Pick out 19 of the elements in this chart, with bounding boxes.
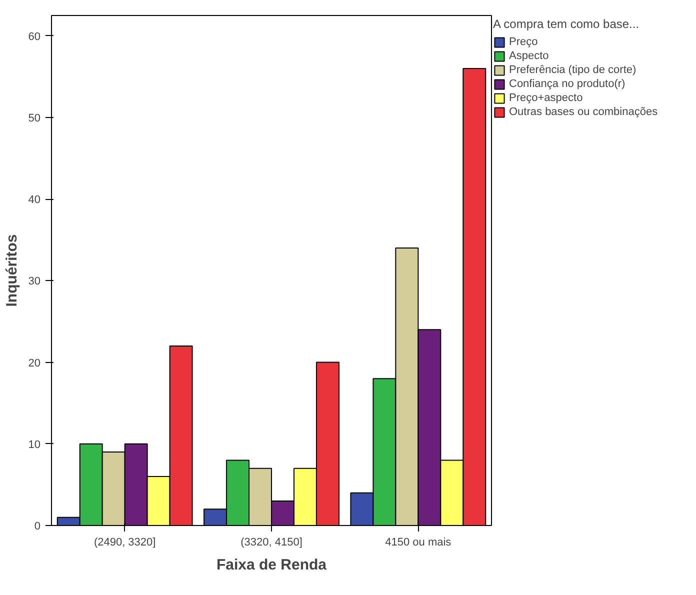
y-tick-label: 50 bbox=[28, 112, 41, 124]
legend-label: Aspecto bbox=[509, 50, 549, 62]
y-tick-label: 10 bbox=[28, 438, 41, 451]
legend-label: Preço bbox=[509, 36, 538, 48]
legend-title: A compra tem como base... bbox=[493, 17, 640, 31]
legend-label: Preço+aspecto bbox=[509, 92, 583, 104]
y-tick-label: 40 bbox=[28, 194, 41, 206]
legend-label: Confiança no produto(r) bbox=[509, 78, 626, 90]
legend-label: Outras bases ou combinações bbox=[509, 106, 658, 118]
y-axis-title: Inquéritos bbox=[3, 234, 20, 307]
y-tick-label: 20 bbox=[28, 357, 41, 370]
y-tick-label: 60 bbox=[28, 30, 41, 43]
x-tick-label: (2490, 3320] bbox=[94, 536, 156, 548]
legend-label: Preferência (tipo de corte) bbox=[509, 64, 636, 76]
x-tick-label: (3320, 4150] bbox=[240, 536, 302, 548]
x-axis-title: Faixa de Renda bbox=[216, 556, 328, 574]
x-tick-label: 4150 ou mais bbox=[385, 536, 452, 548]
y-tick-label: 0 bbox=[34, 520, 41, 532]
y-tick-label: 30 bbox=[28, 276, 41, 288]
